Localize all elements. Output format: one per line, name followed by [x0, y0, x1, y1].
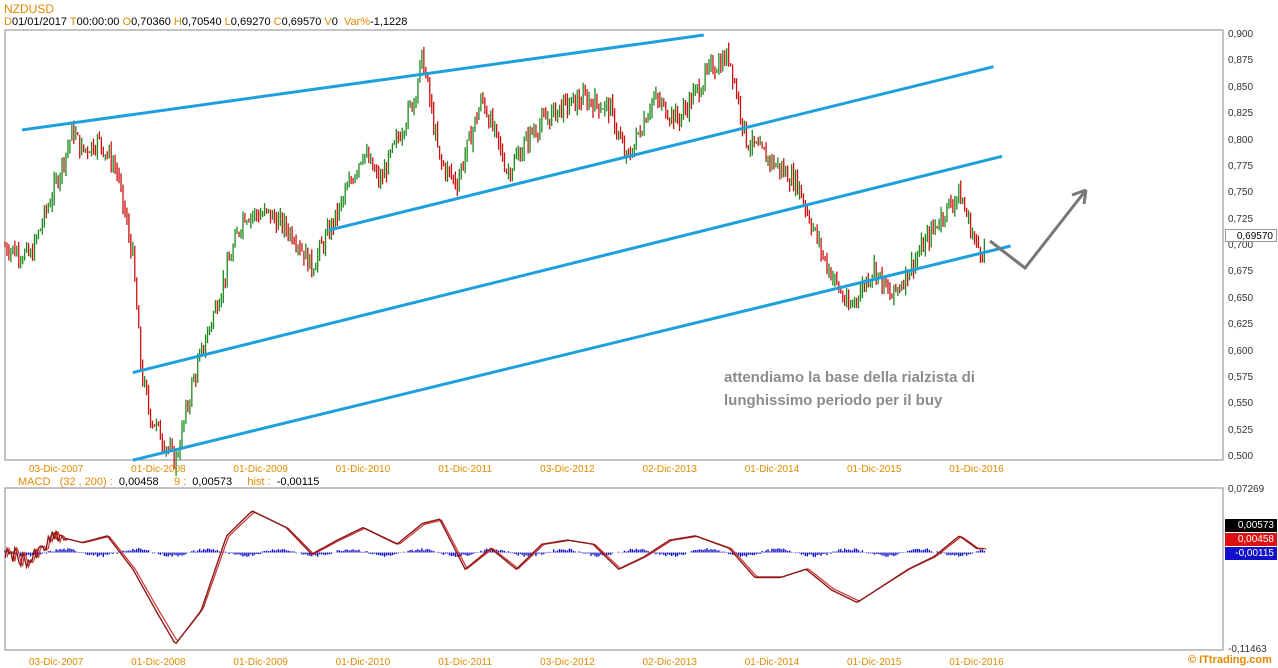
date-label: D [4, 16, 12, 28]
var-value: -1,1228 [370, 16, 408, 28]
signal-label: 9 : [173, 476, 187, 488]
watermark: © ITtrading.com [1188, 654, 1272, 666]
open-value: 0,70360 [131, 16, 171, 28]
x-tick: 01-Dic-2010 [335, 464, 391, 475]
price-y-tick: 0,525 [1228, 424, 1254, 436]
price-y-tick: 0,575 [1228, 371, 1254, 383]
channel-trendline [21, 33, 704, 132]
price-y-tick: 0,550 [1228, 398, 1254, 410]
channel-trendline [328, 65, 994, 232]
macd-line [4, 510, 985, 645]
var-label: Var% [344, 16, 371, 28]
x-tick: 01-Dic-2011 [438, 464, 493, 475]
annotation-line-2: lunghissimo periodo per il buy [724, 392, 943, 409]
x-tick: 01-Dic-2016 [949, 657, 1004, 668]
macd-y-max: 0,07269 [1228, 484, 1265, 495]
x-tick: 03-Dic-2007 [28, 657, 84, 668]
x-tick: 01-Dic-2015 [846, 657, 902, 668]
x-tick: 01-Dic-2008 [131, 657, 186, 668]
last-price-box: 0,69570 [1225, 229, 1277, 242]
price-y-tick: 0,500 [1228, 451, 1254, 462]
high-value: 0,70540 [181, 16, 222, 28]
macd-panel-frame [4, 487, 1224, 651]
price-panel-frame [4, 29, 1224, 461]
x-tick: 01-Dic-2011 [438, 657, 493, 668]
macd-value: 0,00458 [118, 476, 159, 488]
hist-label: hist : [247, 476, 271, 488]
price-y-tick: 0,825 [1228, 108, 1254, 120]
price-y-tick: 0,775 [1228, 160, 1254, 172]
x-tick: 01-Dic-2016 [949, 464, 1004, 475]
price-y-tick: 0,650 [1228, 292, 1254, 304]
hist-value: -0,00115 [276, 476, 320, 488]
price-y-tick: 0,700 [1228, 240, 1254, 251]
x-tick: 01-Dic-2009 [233, 464, 288, 475]
price-y-tick: 0,675 [1228, 266, 1254, 278]
price-y-tick: 0,750 [1228, 187, 1254, 199]
macd-series-group [4, 510, 987, 645]
price-y-tick: 0,625 [1228, 319, 1254, 331]
channel-trendline [132, 154, 1003, 375]
x-tick: 03-Dic-2007 [28, 464, 84, 475]
x-tick: 01-Dic-2010 [335, 657, 391, 668]
ohlc-header: D01/01/2017 T00:00:00 O0,70360 H0,70540 … [4, 16, 407, 28]
close-value: 0,69570 [281, 16, 322, 28]
channel-trendline [132, 244, 1011, 462]
signal-value-box: 0,00573 [1225, 519, 1277, 532]
macd-params: (32 , 200) : [59, 476, 113, 488]
signal-line [6, 511, 987, 642]
close-label: C [273, 16, 282, 28]
macd-header: MACD (32 , 200) : 0,00458 9 : 0,00573 hi… [18, 476, 319, 488]
price-y-tick: 0,875 [1228, 55, 1254, 67]
symbol-title: NZDUSD [4, 2, 54, 16]
open-label: O [122, 16, 132, 28]
x-tick: 01-Dic-2014 [744, 657, 800, 668]
x-tick: 03-Dic-2012 [540, 657, 595, 668]
x-tick: 02-Dic-2013 [642, 657, 697, 668]
high-label: H [173, 16, 182, 28]
x-tick: 03-Dic-2012 [540, 464, 595, 475]
signal-value: 0,00573 [192, 476, 233, 488]
hist-value-box: -0,00115 [1225, 547, 1277, 560]
date-value: 01/01/2017 [11, 16, 68, 28]
macd-value-box: 0,00458 [1225, 533, 1277, 546]
projection-arrow [989, 188, 1088, 271]
low-value: 0,69270 [230, 16, 271, 28]
x-tick: 01-Dic-2009 [233, 657, 288, 668]
x-tick: 01-Dic-2015 [846, 464, 902, 475]
price-y-tick: 0,600 [1228, 345, 1254, 357]
price-y-tick: 0,900 [1228, 29, 1254, 40]
macd-label: MACD [18, 476, 51, 488]
trendlines-group [21, 33, 1011, 462]
low-label: L [224, 16, 231, 28]
macd-y-min: -0,11463 [1228, 644, 1267, 655]
price-y-tick: 0,725 [1228, 213, 1254, 225]
volume-label: V [324, 16, 332, 28]
price-y-tick: 0,800 [1228, 134, 1254, 146]
price-y-tick: 0,850 [1228, 81, 1254, 93]
volume-value: 0 [331, 16, 338, 28]
x-tick: 02-Dic-2013 [642, 464, 697, 475]
time-label: T [69, 16, 77, 28]
price-series-group [4, 42, 985, 476]
time-value: 00:00:00 [76, 16, 120, 28]
x-tick: 01-Dic-2008 [131, 464, 186, 475]
x-tick: 01-Dic-2014 [744, 464, 800, 475]
annotation-line-1: attendiamo la base della rialzista di [724, 369, 975, 386]
